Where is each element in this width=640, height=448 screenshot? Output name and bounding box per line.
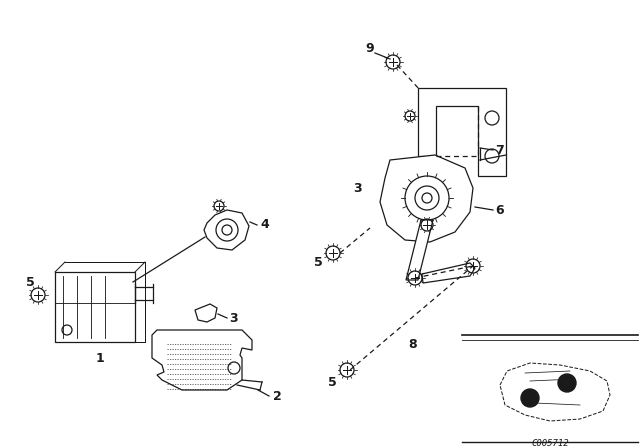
Polygon shape [204,210,249,250]
Polygon shape [406,220,433,280]
Text: 7: 7 [495,143,504,156]
Polygon shape [418,88,506,176]
Polygon shape [195,304,217,322]
Text: 8: 8 [409,339,417,352]
Polygon shape [422,263,475,283]
Text: 6: 6 [496,203,504,216]
Polygon shape [380,155,473,242]
Text: 3: 3 [230,311,238,324]
Polygon shape [500,363,610,421]
Text: 5: 5 [328,375,337,388]
Text: 5: 5 [26,276,35,289]
Polygon shape [152,330,252,390]
Text: 1: 1 [95,352,104,365]
Text: 3: 3 [354,181,362,194]
Text: 9: 9 [365,43,374,56]
Text: 4: 4 [260,219,269,232]
Text: 5: 5 [314,255,323,268]
Bar [55,272,135,342]
Circle shape [521,389,539,407]
Text: C005712: C005712 [531,439,569,448]
Circle shape [558,374,576,392]
Text: 2: 2 [273,389,282,402]
